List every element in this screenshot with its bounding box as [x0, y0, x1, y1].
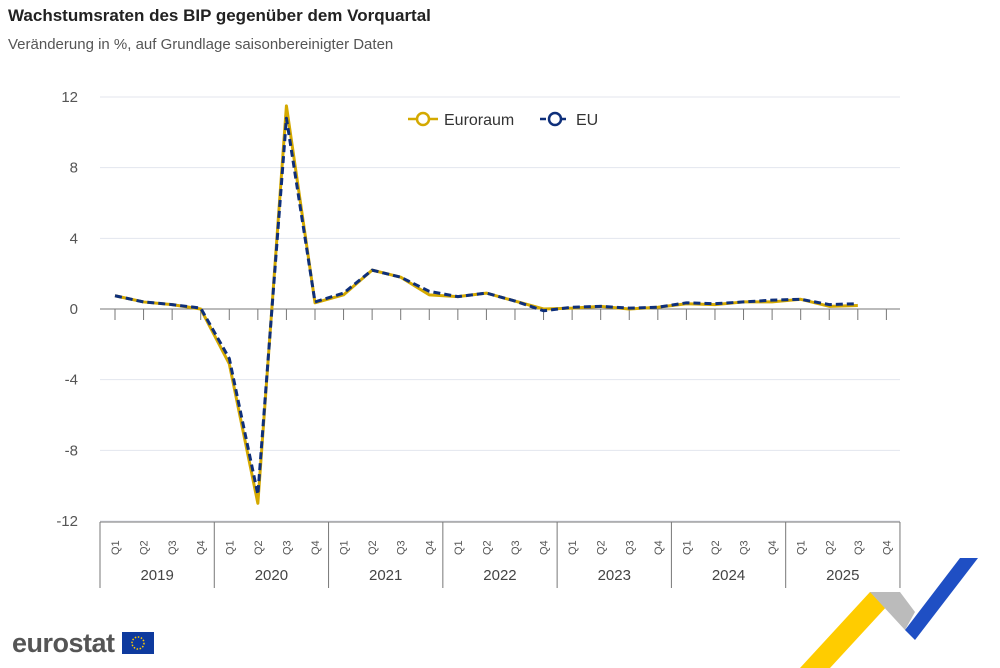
decor-grey — [870, 592, 915, 630]
quarter-label: Q1 — [110, 540, 122, 555]
legend-marker — [415, 111, 431, 127]
decor-blue — [905, 558, 978, 640]
decor-yellow — [800, 592, 900, 668]
legend-label: Euroraum — [444, 112, 514, 129]
quarter-label: Q2 — [139, 540, 151, 555]
quarter-label: Q2 — [710, 540, 722, 555]
year-label: 2021 — [369, 567, 402, 584]
quarter-label: Q3 — [624, 540, 636, 555]
year-label: 2023 — [598, 567, 631, 584]
quarter-label: Q2 — [367, 540, 379, 555]
series-line-euroraum — [114, 104, 858, 505]
year-label: 2025 — [826, 567, 859, 584]
quarter-label: Q4 — [539, 540, 551, 555]
series-line-eu — [114, 116, 858, 496]
quarter-label: Q3 — [167, 540, 179, 555]
y-tick-label: 4 — [70, 230, 78, 247]
year-label: 2022 — [483, 567, 516, 584]
logo-text: eurostat — [12, 628, 115, 658]
legend-label: EU — [576, 112, 598, 129]
quarter-label: Q4 — [767, 540, 779, 555]
y-tick-label: 8 — [70, 160, 78, 177]
quarter-label: Q2 — [596, 540, 608, 555]
quarter-label: Q2 — [824, 540, 836, 555]
legend-marker — [547, 111, 563, 127]
chart-subtitle: Veränderung in %, auf Grundlage saisonbe… — [8, 36, 394, 53]
quarter-label: Q1 — [567, 540, 579, 555]
quarter-label: Q4 — [653, 540, 665, 555]
quarter-label: Q3 — [396, 540, 408, 555]
quarter-label: Q1 — [339, 540, 351, 555]
quarter-label: Q2 — [253, 540, 265, 555]
year-label: 2024 — [712, 567, 745, 584]
quarter-label: Q1 — [453, 540, 465, 555]
quarter-label: Q4 — [881, 540, 893, 555]
y-tick-label: -12 — [56, 513, 78, 530]
y-tick-label: 0 — [70, 301, 78, 318]
quarter-label: Q3 — [510, 540, 522, 555]
quarter-label: Q1 — [681, 540, 693, 555]
quarter-label: Q1 — [224, 540, 236, 555]
quarter-label: Q1 — [796, 540, 808, 555]
y-tick-label: 12 — [61, 89, 78, 106]
chart-title: Wachstumsraten des BIP gegenüber dem Vor… — [8, 6, 431, 25]
y-tick-label: -8 — [65, 442, 78, 459]
year-label: 2019 — [140, 567, 173, 584]
y-tick-label: -4 — [65, 372, 78, 389]
year-label: 2020 — [255, 567, 288, 584]
quarter-label: Q3 — [853, 540, 865, 555]
quarter-label: Q4 — [424, 540, 436, 555]
eurostat-logo: eurostat — [12, 628, 154, 659]
quarter-label: Q4 — [310, 540, 322, 555]
quarter-label: Q3 — [739, 540, 751, 555]
quarter-label: Q3 — [281, 540, 293, 555]
eu-flag-icon — [121, 632, 154, 654]
quarter-label: Q2 — [481, 540, 493, 555]
quarter-label: Q4 — [196, 540, 208, 555]
